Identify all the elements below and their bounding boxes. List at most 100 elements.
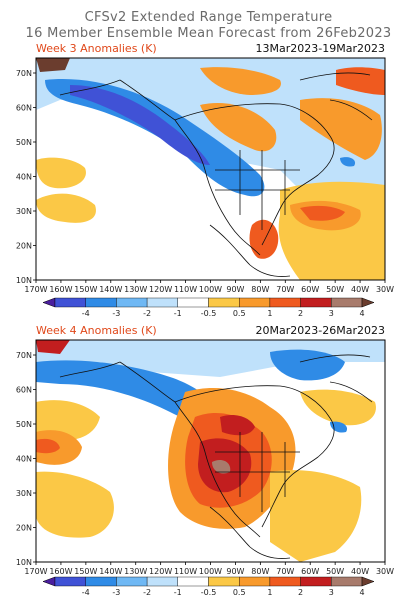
colorbar-tick-label: 0.5: [233, 309, 246, 318]
colorbar-swatch: [54, 297, 86, 308]
anomaly-region: [270, 349, 345, 381]
colorbar-swatch: [85, 576, 117, 587]
lat-label: 10N: [16, 276, 32, 285]
anomaly-shading: [36, 58, 385, 280]
lon-label: 110W: [174, 285, 197, 294]
lon-label: 160W: [49, 567, 72, 576]
anomaly-region: [36, 340, 385, 377]
lon-label: 80W: [251, 567, 269, 576]
anomaly-region: [220, 415, 255, 436]
colorbar-swatch: [146, 576, 179, 587]
anomaly-region: [336, 67, 385, 95]
colorbar-tick-label: -4: [82, 588, 90, 597]
colorbar-tick-label: -2: [143, 588, 151, 597]
anomaly-region: [36, 193, 96, 223]
coastline: [59, 361, 121, 378]
colorbar-tick-label: 1: [267, 588, 272, 597]
anomaly-region: [300, 389, 376, 426]
colorbar-swatch: [177, 576, 209, 587]
colorbar-tick-label: -2: [143, 309, 151, 318]
colorbar-swatch: [238, 576, 271, 587]
anomaly-region: [36, 471, 114, 538]
lon-label: 130W: [124, 567, 147, 576]
anomaly-region: [200, 67, 281, 95]
lon-label: 140W: [99, 567, 122, 576]
lon-label: 100W: [199, 285, 222, 294]
colorbar-swatch: [116, 576, 148, 587]
colorbar-tick-label: 1: [267, 309, 272, 318]
colorbar-tick-label: 3: [329, 588, 334, 597]
colorbar-tick-label: -1: [174, 309, 182, 318]
colorbar-swatch: [331, 576, 363, 587]
colorbar-arrow-high: [361, 297, 375, 308]
anomaly-region: [270, 470, 362, 562]
colorbar-swatch: [208, 297, 240, 308]
coastline: [174, 103, 335, 246]
lat-label: 60N: [16, 386, 32, 395]
lat-label: 10N: [16, 558, 32, 567]
colorbar-swatch: [300, 297, 332, 308]
lon-label: 80W: [251, 285, 269, 294]
lat-label: 40N: [16, 455, 32, 464]
anomaly-region: [36, 360, 220, 422]
colorbar-swatch: [85, 297, 117, 308]
anomaly-region: [212, 460, 231, 474]
colorbar-tick-label: 2: [298, 588, 303, 597]
colorbar-tick-label: 4: [359, 588, 364, 597]
title-line-2: 16 Member Ensemble Mean Forecast from 26…: [25, 26, 392, 41]
lon-label: 60W: [301, 567, 319, 576]
coastline: [215, 432, 300, 512]
anomaly-region: [36, 58, 70, 72]
lon-label: 60W: [301, 285, 319, 294]
lon-label: 140W: [99, 285, 122, 294]
lon-label: 120W: [149, 285, 172, 294]
colorbar-tick-label: 4: [359, 309, 364, 318]
lon-label: 50W: [326, 567, 344, 576]
lat-label: 70N: [16, 351, 32, 360]
lon-label: 160W: [49, 285, 72, 294]
colorbar-arrow-low: [42, 297, 56, 308]
week3-dates: 13Mar2023-19Mar2023: [255, 42, 385, 55]
lat-label: 20N: [16, 242, 32, 251]
lat-label: 50N: [16, 420, 32, 429]
lon-label: 90W: [226, 567, 244, 576]
anomaly-shading: [36, 340, 385, 562]
colorbar-tick-label: 3: [329, 309, 334, 318]
anomaly-region: [45, 79, 265, 197]
coastline: [209, 224, 291, 277]
coastline: [59, 79, 121, 96]
coastline: [215, 150, 300, 230]
colorbar-swatch: [177, 297, 209, 308]
colorbar-tick-label: -3: [112, 309, 120, 318]
lon-label: 150W: [74, 567, 97, 576]
colorbar-swatch: [116, 297, 148, 308]
lon-label: 70W: [276, 285, 294, 294]
colorbar-swatch: [208, 576, 240, 587]
lat-label: 60N: [16, 104, 32, 113]
lat-label: 30N: [16, 207, 32, 216]
lat-label: 70N: [16, 69, 32, 78]
week4-label: Week 4 Anomalies (K): [36, 324, 157, 337]
colorbar-tick-label: -4: [82, 309, 90, 318]
anomaly-region: [36, 438, 60, 454]
lon-label: 90W: [226, 285, 244, 294]
coastline: [299, 354, 373, 403]
lon-label: 120W: [149, 567, 172, 576]
lon-label: 30W: [376, 567, 394, 576]
anomaly-region: [340, 157, 356, 167]
lon-label: 150W: [74, 285, 97, 294]
lon-label: 110W: [174, 567, 197, 576]
colorbar-tick-label: -0.5: [201, 588, 217, 597]
lon-label: 40W: [351, 567, 369, 576]
colorbar-tick-label: -1: [174, 588, 182, 597]
week3-colorbar: -4 -3 -2 -1 -0.5 0.5 1 2 3 4: [42, 297, 375, 318]
colorbar-swatch: [238, 297, 271, 308]
anomaly-region: [70, 85, 210, 165]
lon-label: 70W: [276, 567, 294, 576]
title-line-1: CFSv2 Extended Range Temperature: [84, 10, 333, 25]
lat-label: 40N: [16, 173, 32, 182]
lon-label: 50W: [326, 285, 344, 294]
colorbar-swatch: [331, 297, 363, 308]
colorbar-swatch: [269, 297, 301, 308]
